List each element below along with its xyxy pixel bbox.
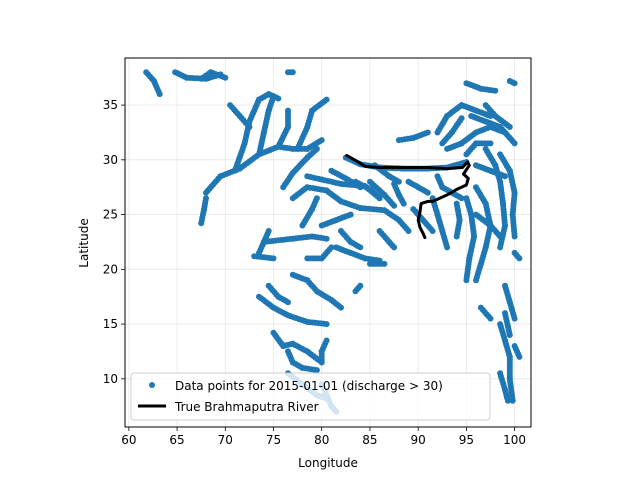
scatter-point — [357, 244, 364, 251]
scatter-point — [270, 255, 277, 262]
x-tick-label: 65 — [169, 433, 184, 447]
scatter-point — [516, 353, 523, 360]
scatter-point — [323, 96, 330, 103]
scatter-point — [506, 124, 513, 130]
scatter-point — [222, 74, 229, 81]
scatter-point — [289, 69, 296, 76]
scatter-point — [391, 244, 398, 251]
scatter-point — [511, 80, 518, 87]
scatter-point — [516, 255, 523, 262]
scatter-point — [497, 244, 504, 251]
scatter-point — [265, 228, 272, 234]
scatter-point — [424, 189, 431, 196]
scatter-point — [458, 115, 465, 122]
x-tick-label: 70 — [218, 433, 233, 447]
scatter-point — [347, 211, 354, 218]
scatter-point — [405, 228, 412, 234]
scatter-point — [313, 145, 320, 152]
y-tick-label: 35 — [103, 98, 118, 112]
scatter-point — [424, 129, 431, 136]
scatter-point — [156, 91, 163, 98]
scatter-point — [227, 102, 234, 109]
scatter-point — [198, 220, 205, 227]
scatter-point — [376, 195, 383, 202]
legend-marker-scatter — [149, 382, 155, 388]
scatter-point — [511, 140, 518, 147]
x-tick-label: 90 — [411, 433, 426, 447]
scatter-point — [323, 321, 330, 328]
legend-box — [130, 372, 491, 421]
legend-label-river: True Brahmaputra River — [174, 400, 319, 414]
scatter-point — [511, 315, 518, 322]
scatter-point — [497, 233, 504, 240]
scatter-point — [504, 397, 511, 404]
scatter-point — [391, 202, 398, 209]
scatter-point — [463, 277, 470, 284]
scatter-point — [381, 260, 388, 267]
x-tick-label: 60 — [121, 433, 136, 447]
y-tick-label: 30 — [103, 153, 118, 167]
legend: Data points for 2015-01-01 (discharge > … — [130, 372, 491, 421]
scatter-point — [502, 173, 508, 180]
x-tick-label: 75 — [266, 433, 281, 447]
scatter-point — [313, 367, 320, 374]
scatter-point — [429, 228, 436, 234]
scatter-point — [338, 304, 344, 311]
scatter-point — [473, 277, 479, 284]
x-tick-label: 80 — [314, 433, 329, 447]
scatter-point — [395, 178, 402, 185]
scatter-point — [270, 93, 277, 100]
x-tick-label: 95 — [459, 433, 474, 447]
scatter-point — [318, 137, 325, 144]
legend-label-scatter: Data points for 2015-01-01 (discharge > … — [175, 379, 443, 393]
y-axis-label: Latitude — [77, 218, 91, 267]
scatter-point — [328, 244, 335, 251]
scatter-point — [285, 107, 291, 114]
scatter-point — [313, 195, 320, 202]
scatter-point — [492, 87, 499, 94]
x-axis-label: Longitude — [298, 456, 358, 470]
scatter-point — [487, 315, 494, 322]
y-tick-label: 20 — [103, 262, 118, 276]
scatter-point — [285, 299, 291, 306]
scatter-point — [318, 359, 325, 366]
x-axis-ticks: 60 65 70 75 80 85 90 95 100 — [121, 427, 526, 447]
scatter-point — [506, 332, 513, 338]
x-tick-label: 85 — [362, 433, 377, 447]
scatter-point — [509, 397, 516, 404]
scatter-point — [458, 195, 465, 202]
river-line-series — [345, 154, 471, 240]
y-tick-label: 10 — [103, 372, 118, 386]
scatter-point — [487, 140, 494, 147]
y-axis-ticks: 10 15 20 25 30 35 — [103, 98, 125, 386]
scatter-point — [511, 233, 518, 240]
scatter-point — [400, 200, 407, 207]
scatter-point — [323, 235, 330, 242]
plot-frame — [124, 57, 532, 428]
y-tick-label: 25 — [103, 208, 118, 222]
scatter-point — [453, 233, 460, 240]
scatter-series — [143, 69, 523, 415]
y-tick-label: 15 — [103, 317, 118, 331]
scatter-point — [444, 244, 451, 251]
scatter-point — [357, 282, 364, 289]
scatter-point — [275, 95, 282, 102]
brahmaputra-river-line — [345, 154, 471, 240]
x-tick-label: 100 — [503, 433, 526, 447]
